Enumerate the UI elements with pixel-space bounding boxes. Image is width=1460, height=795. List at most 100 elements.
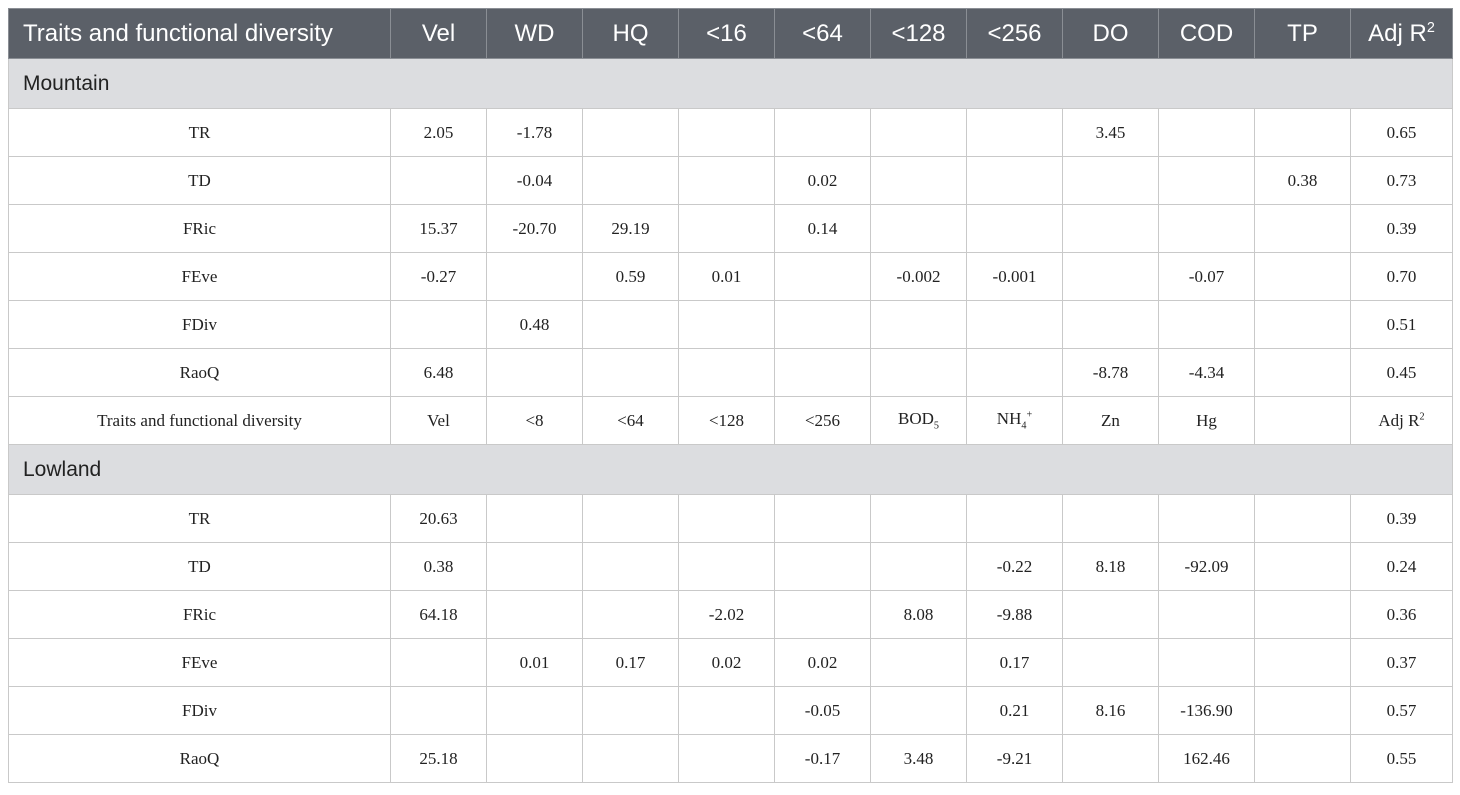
data-cell: 0.02: [774, 638, 871, 687]
data-cell: [1158, 300, 1255, 349]
row-label: RaoQ: [8, 734, 391, 783]
header-cell: [1254, 396, 1351, 445]
data-cell: [582, 542, 679, 591]
data-cell: [486, 252, 583, 301]
data-cell: [582, 108, 679, 157]
data-cell: [486, 348, 583, 397]
data-cell: 15.37: [390, 204, 487, 253]
data-cell: -92.09: [1158, 542, 1255, 591]
row-label: TR: [8, 494, 391, 543]
data-cell: 0.01: [678, 252, 775, 301]
row-label: FDiv: [8, 686, 391, 735]
data-cell: -9.21: [966, 734, 1063, 783]
data-cell: 8.08: [870, 590, 967, 639]
data-cell: 0.39: [1350, 494, 1453, 543]
data-cell: [774, 252, 871, 301]
data-cell: [774, 494, 871, 543]
superscript: 2: [1426, 19, 1435, 36]
data-cell: 25.18: [390, 734, 487, 783]
data-cell: [1062, 204, 1159, 253]
section-row: Mountain: [8, 58, 1453, 109]
data-cell: [1254, 300, 1351, 349]
data-cell: [1254, 108, 1351, 157]
cell-text: BOD: [898, 409, 934, 429]
data-cell: [1062, 156, 1159, 205]
header-cell: Adj R2: [1350, 396, 1453, 445]
header-cell: COD: [1158, 8, 1255, 59]
header-cell: <64: [582, 396, 679, 445]
data-cell: [1158, 156, 1255, 205]
cell-text: NH: [996, 409, 1022, 429]
data-cell: -1.78: [486, 108, 583, 157]
data-cell: [486, 494, 583, 543]
data-cell: [1062, 590, 1159, 639]
data-cell: [774, 590, 871, 639]
data-cell: [582, 300, 679, 349]
data-cell: [1254, 734, 1351, 783]
header-row: Traits and functional diversity Vel <8 <64 <…: [8, 396, 1453, 445]
data-cell: 0.02: [678, 638, 775, 687]
data-cell: [870, 156, 967, 205]
data-cell: [582, 734, 679, 783]
header-cell: <128: [678, 396, 775, 445]
data-cell: -2.02: [678, 590, 775, 639]
data-cell: [774, 108, 871, 157]
data-cell: 3.45: [1062, 108, 1159, 157]
data-cell: [678, 542, 775, 591]
row-label: FRic: [8, 590, 391, 639]
data-cell: 29.19: [582, 204, 679, 253]
header-cell: Traits and functional diversity: [8, 396, 391, 445]
data-cell: 0.01: [486, 638, 583, 687]
section-title: Lowland: [8, 444, 1453, 495]
data-cell: [966, 108, 1063, 157]
data-cell: 0.48: [486, 300, 583, 349]
subscript: 5: [933, 420, 939, 432]
data-cell: 0.39: [1350, 204, 1453, 253]
data-cell: [966, 156, 1063, 205]
superscript: 2: [1419, 410, 1425, 422]
data-cell: -9.88: [966, 590, 1063, 639]
data-cell: [1254, 638, 1351, 687]
data-cell: 0.21: [966, 686, 1063, 735]
data-cell: [774, 348, 871, 397]
table-body: Traits and functional diversity Vel WD HQ <1…: [8, 8, 1453, 783]
data-cell: 0.73: [1350, 156, 1453, 205]
data-cell: [966, 348, 1063, 397]
header-cell: <128: [870, 8, 967, 59]
header-cell: DO: [1062, 8, 1159, 59]
data-row: TR 20.63 0.39: [8, 494, 1453, 543]
data-cell: [870, 300, 967, 349]
row-label: FRic: [8, 204, 391, 253]
header-row: Traits and functional diversity Vel WD HQ <1…: [8, 8, 1453, 59]
header-cell: BOD5: [870, 396, 967, 445]
data-cell: -20.70: [486, 204, 583, 253]
data-cell: [1062, 734, 1159, 783]
data-cell: 0.37: [1350, 638, 1453, 687]
data-cell: -0.001: [966, 252, 1063, 301]
row-label: FEve: [8, 638, 391, 687]
data-cell: [582, 686, 679, 735]
data-row: RaoQ 25.18 -0.17 3.48 -9.21 162.46 0.55: [8, 734, 1453, 783]
data-cell: [870, 348, 967, 397]
header-cell: <256: [774, 396, 871, 445]
row-label: TR: [8, 108, 391, 157]
data-cell: [486, 686, 583, 735]
data-row: FEve 0.01 0.17 0.02 0.02 0.17 0.37: [8, 638, 1453, 687]
data-cell: 8.16: [1062, 686, 1159, 735]
data-cell: 0.57: [1350, 686, 1453, 735]
data-cell: [582, 590, 679, 639]
data-cell: [870, 204, 967, 253]
data-cell: [1062, 300, 1159, 349]
header-cell: <8: [486, 396, 583, 445]
header-cell: <64: [774, 8, 871, 59]
data-cell: [678, 300, 775, 349]
data-cell: 0.17: [966, 638, 1063, 687]
data-cell: 8.18: [1062, 542, 1159, 591]
data-cell: 0.02: [774, 156, 871, 205]
data-row: FRic 64.18 -2.02 8.08 -9.88 0.36: [8, 590, 1453, 639]
data-cell: 0.38: [390, 542, 487, 591]
data-cell: 0.38: [1254, 156, 1351, 205]
data-row: FRic 15.37 -20.70 29.19 0.14 0.39: [8, 204, 1453, 253]
data-cell: [870, 638, 967, 687]
